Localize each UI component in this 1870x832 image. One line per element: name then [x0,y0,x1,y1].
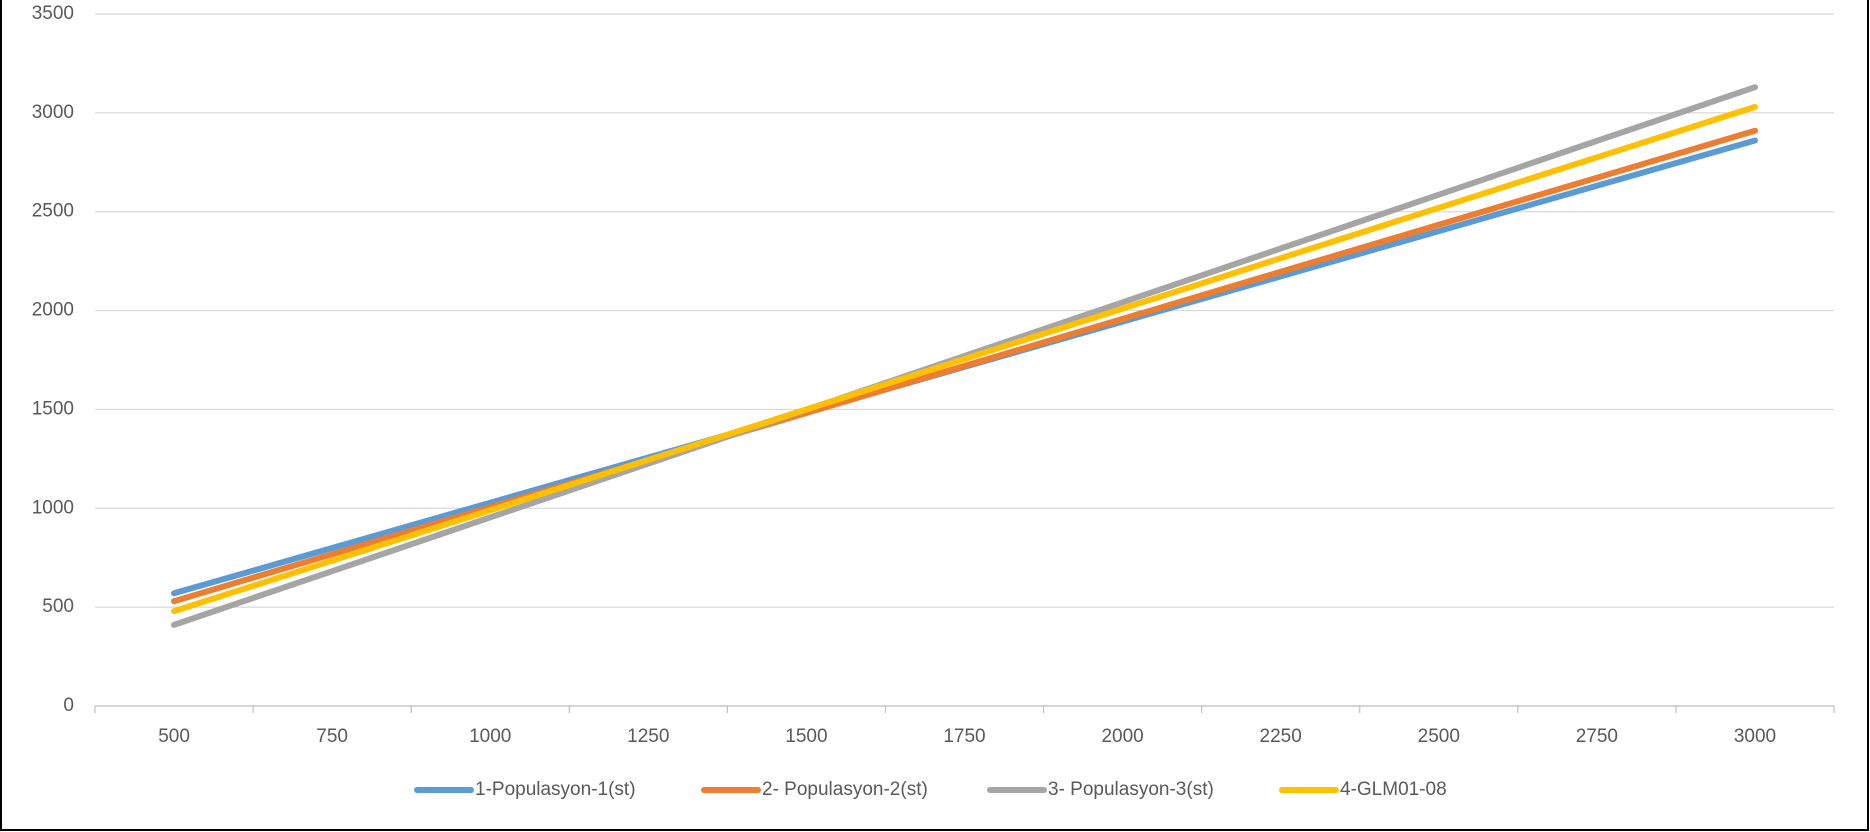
y-tick-label: 1000 [32,497,74,518]
x-tick-label: 500 [158,726,190,747]
x-tick-label: 2500 [1418,726,1460,747]
legend-label: 3- Populasyon-3(st) [1048,779,1214,800]
y-tick-label: 0 [63,695,74,716]
y-tick-label: 1500 [32,398,74,419]
y-tick-label: 3000 [32,102,74,123]
legend-label: 4-GLM01-08 [1340,779,1447,800]
y-tick-label: 2500 [32,201,74,222]
x-tick-label: 2750 [1576,726,1618,747]
x-tick-label: 2000 [1101,726,1143,747]
y-tick-label: 3500 [32,3,74,24]
series-line [171,103,1758,615]
legend-label: 1-Populasyon-1(st) [475,779,636,800]
series-line [171,127,1758,605]
x-tick-label: 1000 [469,726,511,747]
y-tick-label: 2000 [32,300,74,321]
x-tick-label: 1750 [943,726,985,747]
legend-label: 2- Populasyon-2(st) [762,779,928,800]
x-tick-label: 1250 [627,726,669,747]
x-tick-label: 1500 [785,726,827,747]
x-tick-label: 750 [316,726,348,747]
x-tick-label: 2250 [1260,726,1302,747]
x-tick-label: 3000 [1734,726,1776,747]
y-tick-label: 500 [42,596,74,617]
